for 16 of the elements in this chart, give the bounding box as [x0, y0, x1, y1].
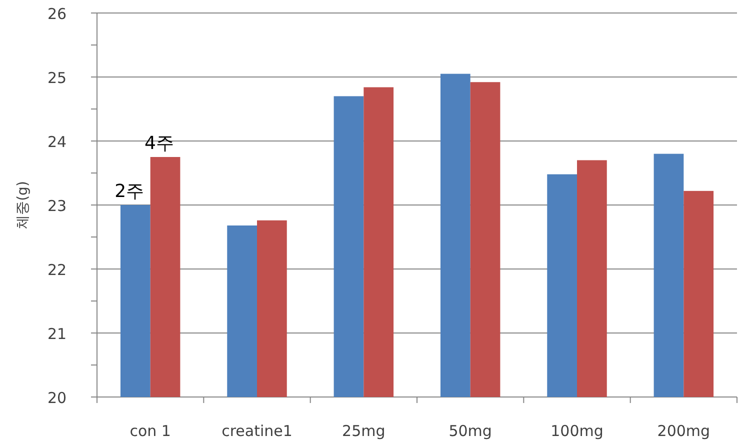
y-tick-label: 23 [47, 197, 67, 215]
y-tick-label: 26 [47, 5, 67, 23]
x-tick-label: 100mg [550, 422, 604, 440]
x-tick-label: con 1 [130, 422, 171, 440]
x-tick-label: creatine1 [222, 422, 292, 440]
y-tick-label: 24 [47, 133, 67, 151]
y-axis-title: 체중(g) [15, 181, 31, 229]
series-label: 4주 [144, 133, 174, 154]
series-label: 2주 [114, 181, 144, 202]
y-tick-label: 21 [47, 325, 67, 343]
x-tick-label: 25mg [342, 422, 386, 440]
y-tick-label: 22 [47, 261, 67, 279]
y-tick-label: 20 [47, 389, 67, 407]
x-tick-label: 200mg [657, 422, 710, 440]
x-tick-label: 50mg [448, 422, 492, 440]
y-tick-label: 25 [47, 69, 67, 87]
